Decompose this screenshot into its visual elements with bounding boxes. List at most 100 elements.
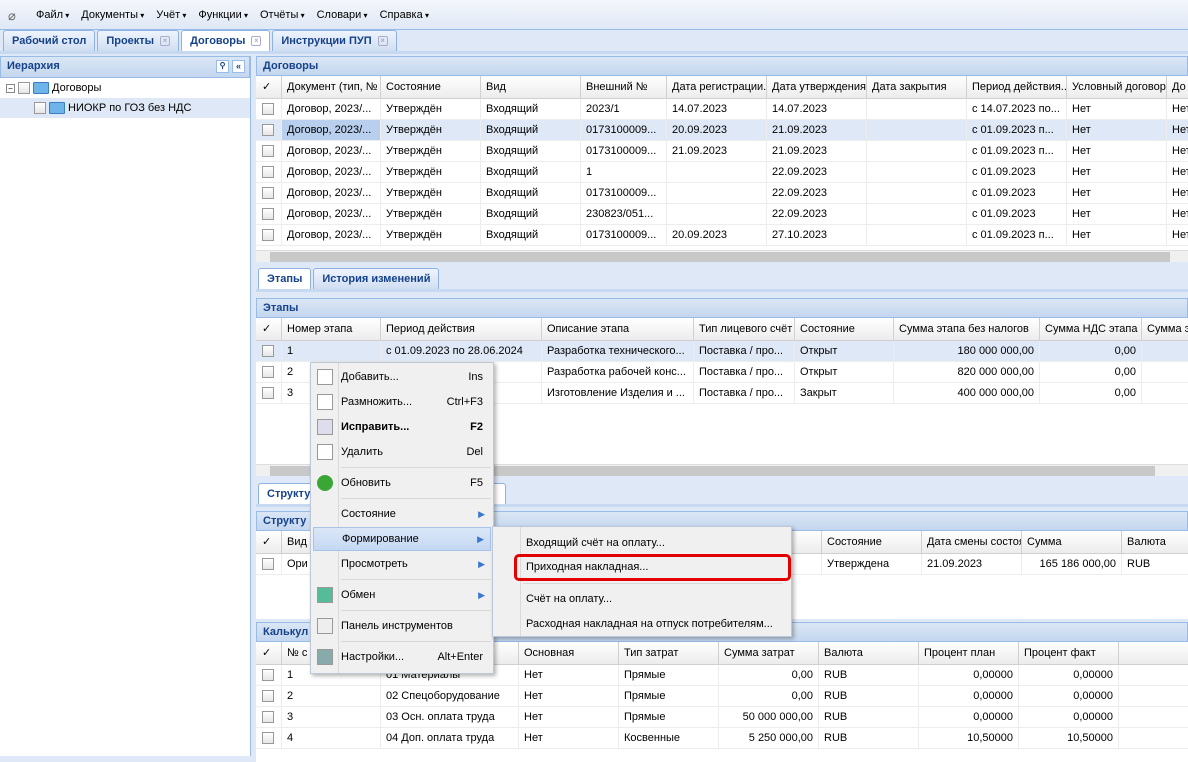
contract-row[interactable]: Договор, 2023/... Утверждён Входящий 230823…: [256, 204, 1188, 225]
column-header[interactable]: Дата регистрации...: [667, 76, 767, 98]
row-checkbox-cell[interactable]: [256, 204, 282, 224]
column-header[interactable]: ✓: [256, 642, 282, 664]
menu-item-8[interactable]: Обмен ▶: [313, 583, 491, 607]
column-header[interactable]: Сумма затрат: [719, 642, 819, 664]
row-checkbox-cell[interactable]: [256, 686, 282, 706]
collapse-icon[interactable]: «: [232, 60, 245, 73]
checkbox[interactable]: [262, 166, 274, 178]
tab-1[interactable]: Проекты ×: [97, 30, 180, 51]
column-header[interactable]: Процент факт: [1019, 642, 1119, 664]
search-icon[interactable]: ⚲: [216, 60, 229, 73]
column-header[interactable]: ✓: [256, 318, 282, 340]
calc-row[interactable]: 3 03 Осн. оплата труда Нет Прямые 50 000 000…: [256, 707, 1188, 728]
column-header[interactable]: Дата смены состоя: [922, 531, 1022, 553]
menu-item-10[interactable]: Настройки... Alt+Enter: [313, 645, 491, 669]
contract-row[interactable]: Договор, 2023/... Утверждён Входящий 2023/1…: [256, 99, 1188, 120]
contract-row[interactable]: Договор, 2023/... Утверждён Входящий 017310…: [256, 120, 1188, 141]
row-checkbox-cell[interactable]: [256, 120, 282, 140]
row-checkbox-cell[interactable]: [256, 225, 282, 245]
column-header[interactable]: Валюта: [1122, 531, 1188, 553]
collapse-tree-icon[interactable]: −: [6, 83, 15, 93]
menu-3[interactable]: Функции: [198, 9, 248, 21]
column-header[interactable]: ✓: [256, 76, 282, 98]
checkbox[interactable]: [262, 103, 274, 115]
row-checkbox-cell[interactable]: [256, 362, 282, 382]
column-header[interactable]: Вид: [481, 76, 581, 98]
checkbox[interactable]: [262, 558, 274, 570]
menu-item-0[interactable]: Добавить... Ins: [313, 365, 491, 389]
menu-6[interactable]: Справка: [380, 9, 429, 21]
checkbox[interactable]: [262, 187, 274, 199]
tree-item-contracts[interactable]: − Договоры: [0, 78, 250, 98]
menu-item-3[interactable]: Удалить Del: [313, 440, 491, 464]
column-header[interactable]: Состояние: [381, 76, 481, 98]
tab-stage-1[interactable]: История изменений: [313, 268, 440, 289]
menu-1[interactable]: Документы: [81, 9, 144, 21]
column-header[interactable]: Номер этапа: [282, 318, 381, 340]
stage-row[interactable]: 3...2.2025Изготовление Изделия и ...Пост…: [256, 383, 1188, 404]
contract-row[interactable]: Договор, 2023/... Утверждён Входящий 017310…: [256, 141, 1188, 162]
submenu-item-1[interactable]: Приходная накладная...: [526, 561, 649, 573]
row-checkbox-cell[interactable]: [256, 162, 282, 182]
column-header[interactable]: Описание этапа: [542, 318, 694, 340]
close-icon[interactable]: ×: [160, 36, 171, 46]
column-header[interactable]: Документ (тип, №: [282, 76, 381, 98]
column-header[interactable]: Сумма э: [1142, 318, 1188, 340]
submenu-item-0[interactable]: Входящий счёт на оплату...: [526, 537, 665, 549]
checkbox[interactable]: [262, 124, 274, 136]
contract-row[interactable]: Договор, 2023/... Утверждён Входящий 017310…: [256, 225, 1188, 246]
row-checkbox-cell[interactable]: [256, 99, 282, 119]
menu-4[interactable]: Отчёты: [260, 9, 305, 21]
column-header[interactable]: Дата утверждения: [767, 76, 867, 98]
checkbox[interactable]: [262, 387, 274, 399]
column-header[interactable]: [381, 642, 519, 664]
checkbox[interactable]: [18, 82, 30, 94]
checkbox[interactable]: [262, 711, 274, 723]
row-checkbox-cell[interactable]: [256, 341, 282, 361]
menu-item-7[interactable]: Просмотреть ▶: [313, 552, 491, 576]
column-header[interactable]: Состояние: [822, 531, 922, 553]
scrollbar-thumb[interactable]: [270, 252, 1170, 262]
menu-item-5[interactable]: Состояние ▶: [313, 502, 491, 526]
calc-row[interactable]: 1 01 Материалы Нет Прямые 0,00 RUB 0,00000 0,00…: [256, 665, 1188, 686]
close-icon[interactable]: ×: [377, 36, 388, 46]
tab-stage-0[interactable]: Этапы: [258, 268, 312, 289]
column-header[interactable]: ✓: [256, 531, 282, 553]
calc-row[interactable]: 2 02 Спецоборудование Нет Прямые 0,00 RUB 0,00…: [256, 686, 1188, 707]
checkbox[interactable]: [262, 669, 274, 681]
column-header[interactable]: Процент план: [919, 642, 1019, 664]
row-checkbox-cell[interactable]: [256, 183, 282, 203]
column-header[interactable]: Тип лицевого счёт: [694, 318, 795, 340]
checkbox[interactable]: [262, 366, 274, 378]
calc-row[interactable]: 4 04 Доп. оплата труда Нет Косвенные 5 250 0…: [256, 728, 1188, 749]
checkbox[interactable]: [262, 229, 274, 241]
tab-2[interactable]: Договоры ×: [181, 30, 271, 51]
row-checkbox-cell[interactable]: [256, 707, 282, 727]
scrollbar-thumb[interactable]: [270, 466, 1155, 476]
tab-0[interactable]: Рабочий стол: [3, 30, 96, 51]
contract-row[interactable]: Договор, 2023/... Утверждён Входящий 017310…: [256, 183, 1188, 204]
menu-item-4[interactable]: Обновить F5: [313, 471, 491, 495]
checkbox[interactable]: [262, 345, 274, 357]
horizontal-scrollbar[interactable]: [256, 250, 1188, 262]
column-header[interactable]: Валюта: [819, 642, 919, 664]
checkbox[interactable]: [262, 690, 274, 702]
tree-item-niokr[interactable]: НИОКР по ГОЗ без НДС: [0, 98, 250, 118]
column-header[interactable]: Период действия: [381, 318, 542, 340]
menu-0[interactable]: Файл: [36, 9, 69, 21]
row-checkbox-cell[interactable]: [256, 665, 282, 685]
menu-5[interactable]: Словари: [317, 9, 368, 21]
checkbox[interactable]: [262, 732, 274, 744]
menu-item-1[interactable]: Размножить... Ctrl+F3: [313, 390, 491, 414]
menu-item-6[interactable]: Формирование ▶: [313, 527, 491, 551]
column-header[interactable]: Тип затрат: [619, 642, 719, 664]
column-header[interactable]: До: [1167, 76, 1188, 98]
tab-3[interactable]: Инструкции ПУП ×: [272, 30, 397, 51]
row-checkbox-cell[interactable]: [256, 554, 282, 574]
column-header[interactable]: Внешний №: [581, 76, 667, 98]
column-header[interactable]: Период действия...: [967, 76, 1067, 98]
submenu-item-2[interactable]: Счёт на оплату...: [526, 593, 613, 605]
column-header[interactable]: Основная: [519, 642, 619, 664]
row-checkbox-cell[interactable]: [256, 383, 282, 403]
